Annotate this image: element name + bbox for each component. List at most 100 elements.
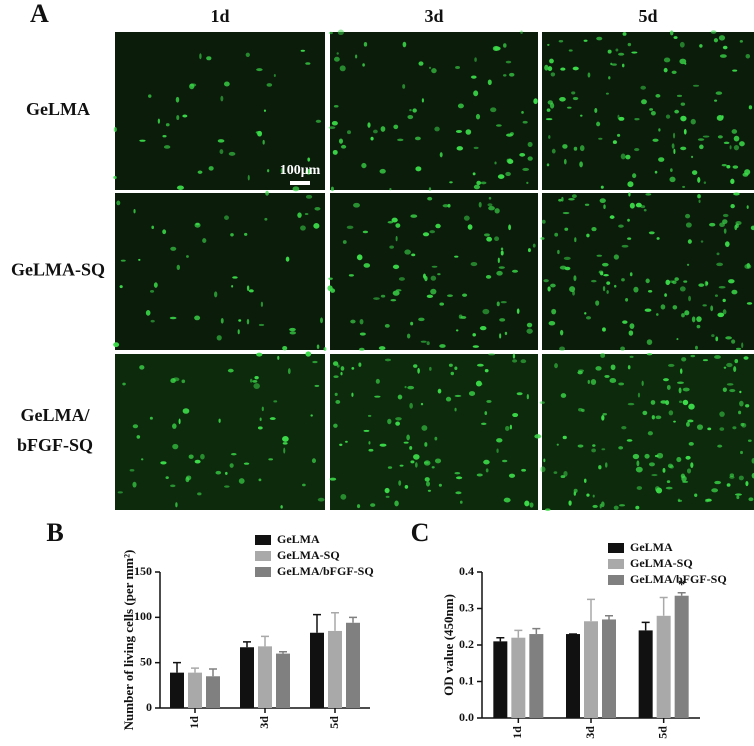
cell: [328, 31, 333, 35]
cell: [332, 149, 338, 155]
cell: [714, 355, 721, 359]
error-bar: [243, 641, 251, 648]
cell: [688, 295, 692, 302]
cell: [696, 424, 704, 430]
cell: [485, 275, 492, 279]
y-tick-label: 0.3: [459, 600, 474, 614]
cell: [501, 459, 508, 463]
cell: [345, 440, 348, 443]
error-bar: [191, 667, 199, 673]
cell: [585, 316, 592, 320]
cell: [170, 484, 176, 488]
cell: [557, 249, 560, 255]
cell: [645, 278, 650, 284]
cell: [730, 178, 735, 185]
cell: [735, 223, 739, 229]
cell: [414, 462, 418, 468]
cell: [583, 478, 587, 483]
cell: [232, 276, 238, 279]
cell: [664, 293, 667, 297]
cell: [244, 232, 248, 236]
cell: [529, 502, 534, 508]
cell: [635, 202, 642, 208]
cell: [256, 352, 263, 357]
cell: [549, 58, 554, 64]
cell: [545, 508, 551, 512]
y-tick-label: 0.1: [459, 673, 474, 687]
cell: [428, 66, 432, 69]
cell: [601, 415, 605, 421]
cell: [702, 135, 710, 138]
cell: [120, 259, 126, 262]
cell: [723, 141, 730, 145]
cell: [572, 66, 579, 71]
cell: [527, 141, 533, 148]
cell: [690, 118, 696, 125]
bar: [584, 621, 598, 718]
cell: [508, 473, 516, 478]
cell: [455, 491, 462, 495]
cell: [690, 462, 694, 468]
row-label: GeLMA: [26, 99, 90, 119]
cell: [606, 290, 609, 294]
bar: [276, 653, 290, 708]
cell: [652, 138, 659, 142]
cell: [600, 185, 604, 189]
cell: [384, 323, 390, 328]
cell: [317, 497, 325, 502]
cell: [587, 72, 591, 78]
cell: [697, 194, 701, 199]
cell: [485, 468, 489, 473]
cell: [716, 252, 720, 256]
cell: [626, 439, 633, 442]
cell: [165, 476, 169, 480]
cell: [714, 294, 718, 297]
cell: [395, 289, 402, 292]
cell: [620, 153, 626, 160]
cell: [644, 453, 650, 459]
cell: [182, 408, 190, 414]
cell: [540, 237, 545, 240]
row-label: bFGF-SQ: [17, 435, 93, 455]
cell: [736, 495, 740, 500]
cell: [674, 277, 679, 281]
cell: [389, 245, 394, 249]
cell: [522, 167, 530, 171]
cell: [391, 217, 398, 223]
cell: [587, 379, 590, 385]
cell: [508, 158, 512, 163]
cell: [702, 359, 709, 362]
cell: [691, 155, 694, 159]
cell: [500, 247, 504, 251]
cell: [292, 186, 300, 192]
cell: [162, 229, 167, 235]
cell: [618, 224, 624, 228]
cell: [409, 445, 413, 450]
cell: [342, 240, 347, 244]
cell: [213, 291, 218, 298]
column-label: 3d: [424, 6, 443, 26]
bar: [206, 676, 220, 708]
error-bar: [659, 596, 668, 616]
cell: [580, 114, 583, 117]
legend-swatch: [255, 567, 271, 577]
cell: [671, 70, 677, 74]
cell: [594, 107, 598, 113]
cell: [273, 74, 276, 78]
cell: [684, 62, 687, 65]
legend-label: GeLMA-SQ: [630, 556, 693, 570]
cell: [635, 505, 640, 510]
cell: [741, 342, 744, 349]
cell: [508, 224, 512, 231]
cell: [176, 115, 180, 121]
cell: [636, 486, 643, 490]
cell: [722, 219, 728, 225]
cell: [505, 60, 512, 64]
cell: [655, 487, 663, 494]
cell: [621, 278, 625, 282]
cell: [698, 199, 701, 203]
bar: [310, 632, 324, 708]
cell: [644, 308, 652, 312]
cell: [521, 468, 527, 472]
cell: [558, 198, 562, 202]
